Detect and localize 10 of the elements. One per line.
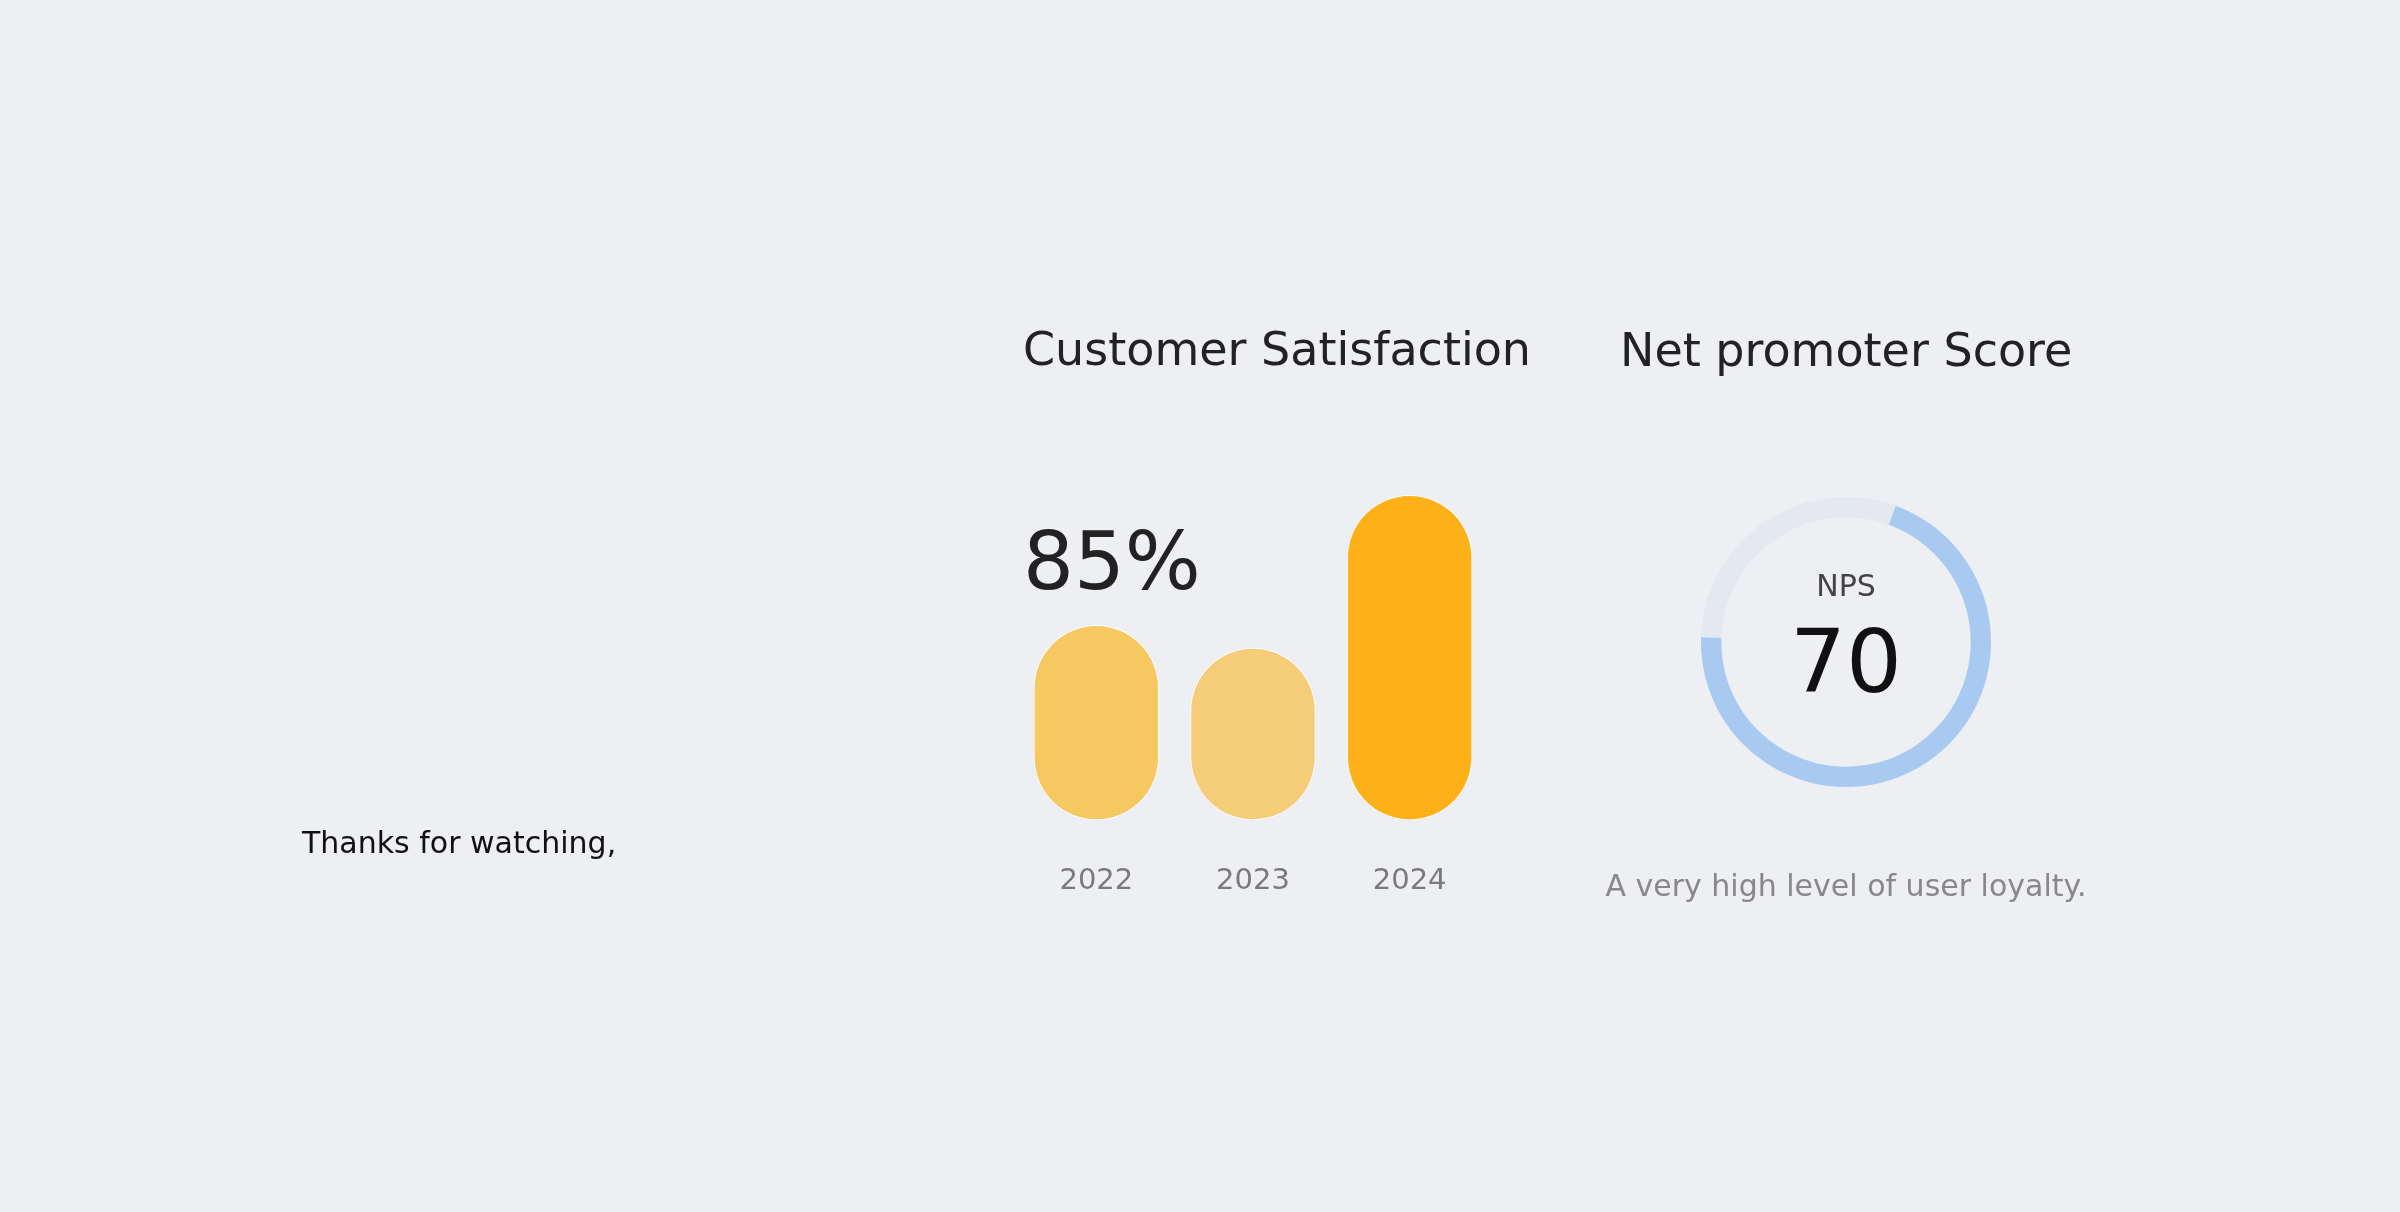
x-tick-label: 2022 bbox=[1059, 862, 1134, 897]
annotation: 85% bbox=[1023, 515, 1201, 608]
chart-title: Net promoter Score bbox=[1620, 323, 2073, 377]
chart-title: Customer Satisfaction bbox=[1023, 322, 1532, 376]
text: A very high level of user loyalty. bbox=[1604, 868, 2088, 903]
text: NPS bbox=[1815, 568, 1877, 603]
x-tick-label: 2024 bbox=[1372, 862, 1447, 897]
text: 70 bbox=[1789, 610, 1903, 713]
x-tick-label: 2023 bbox=[1216, 862, 1290, 897]
text: Thanks for watching, bbox=[302, 825, 617, 860]
